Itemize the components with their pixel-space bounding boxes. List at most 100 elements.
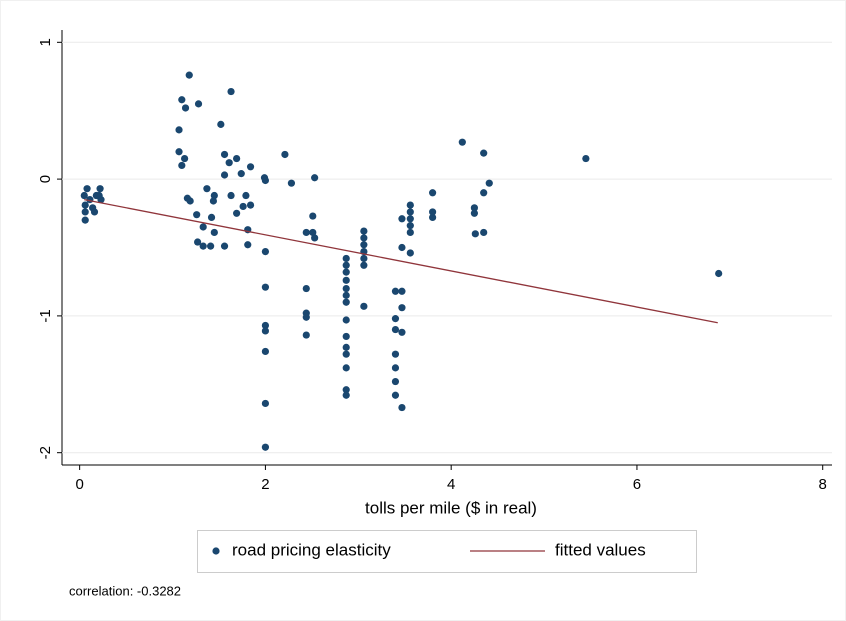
y-tick-label: -2 (37, 446, 54, 459)
point (261, 283, 270, 291)
point (261, 443, 270, 451)
point (458, 138, 466, 146)
point (281, 150, 289, 159)
point (360, 227, 368, 235)
point (360, 254, 368, 263)
point (227, 87, 235, 96)
point (342, 364, 350, 372)
point (309, 228, 317, 237)
point (342, 343, 350, 351)
point (178, 161, 186, 170)
point (342, 316, 350, 324)
point (391, 350, 400, 358)
point (342, 276, 350, 284)
point (398, 243, 406, 252)
point (178, 96, 186, 104)
point (311, 234, 319, 242)
point (582, 154, 590, 163)
point (203, 185, 211, 193)
point (217, 120, 225, 128)
point (237, 170, 245, 178)
point (185, 71, 193, 79)
point (391, 364, 400, 372)
point (391, 325, 400, 334)
point (485, 179, 493, 187)
point (360, 261, 368, 269)
point (207, 242, 215, 250)
point (244, 241, 252, 249)
point (429, 189, 437, 197)
fit-line (84, 198, 718, 324)
point (406, 228, 414, 237)
point (207, 213, 216, 222)
point (429, 213, 437, 222)
point (246, 201, 255, 209)
point (360, 241, 368, 249)
point (342, 254, 350, 263)
y-tick-label: -1 (37, 309, 54, 322)
point (429, 208, 437, 216)
point (193, 211, 201, 219)
legend (197, 530, 697, 573)
point (398, 215, 406, 223)
point (398, 304, 406, 312)
point (261, 347, 270, 356)
point (239, 202, 247, 211)
point (90, 208, 99, 216)
point (470, 209, 479, 217)
point (302, 228, 310, 237)
point (398, 403, 406, 412)
x-tick-label: 2 (261, 476, 269, 493)
point (480, 149, 488, 157)
note: correlation: -0.3282 (69, 583, 181, 598)
point (81, 208, 89, 216)
point (470, 204, 479, 212)
point (471, 230, 479, 238)
point (302, 284, 310, 293)
x-tick-label: 6 (633, 476, 641, 493)
point (81, 201, 89, 209)
point (342, 391, 350, 399)
point (406, 249, 414, 257)
point (96, 185, 104, 193)
point (242, 191, 250, 200)
point (302, 313, 310, 321)
point (398, 328, 406, 336)
point (406, 208, 414, 216)
point (311, 174, 319, 182)
point (175, 148, 183, 156)
point (83, 185, 91, 193)
point (261, 248, 270, 256)
point (406, 222, 414, 230)
point (715, 269, 723, 278)
point (220, 171, 229, 179)
point (209, 197, 217, 205)
point (398, 287, 406, 295)
x-tick-label: 4 (447, 476, 455, 493)
point (194, 238, 202, 246)
legend-label: fitted values (555, 540, 646, 559)
point (210, 228, 218, 237)
point (261, 176, 270, 185)
point (81, 216, 89, 224)
point (342, 386, 350, 394)
legend-label: road pricing elasticity (232, 540, 391, 559)
point (406, 215, 414, 223)
x-axis-title: tolls per mile ($ in real) (365, 498, 537, 517)
point (261, 321, 270, 330)
point (186, 197, 194, 205)
point (406, 201, 414, 209)
point (261, 327, 270, 335)
point (391, 315, 400, 323)
point (342, 291, 350, 299)
point (342, 350, 350, 358)
point (360, 234, 368, 242)
point (391, 391, 400, 399)
point (391, 377, 400, 386)
point (194, 100, 203, 108)
point (287, 179, 296, 187)
point (480, 228, 488, 237)
point (225, 159, 233, 167)
